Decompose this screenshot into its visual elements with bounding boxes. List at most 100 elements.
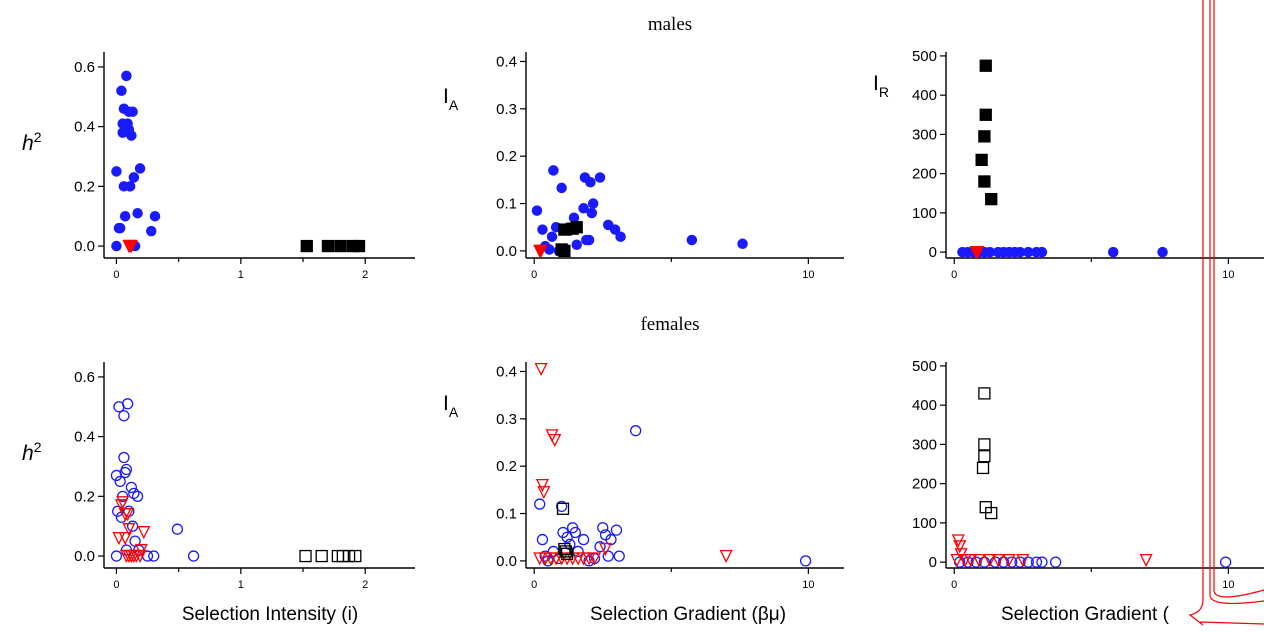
data-point-circle xyxy=(978,556,991,568)
data-point-square xyxy=(299,549,312,563)
y-tick-label: 0.0 xyxy=(74,548,95,565)
data-point-square xyxy=(979,59,992,72)
data-point-circle xyxy=(171,523,184,535)
x-tick-label: 0 xyxy=(951,269,957,281)
y-tick-label: 500 xyxy=(912,358,937,375)
data-point-triangle xyxy=(122,523,136,537)
data-point-circle xyxy=(1219,556,1232,568)
data-point-triangle xyxy=(116,496,130,510)
data-point-circle xyxy=(1036,246,1048,258)
red-curve-vertical-2 xyxy=(1209,0,1264,605)
data-point-circle xyxy=(569,526,581,539)
panel-males-h2: 0.0 0.2 0.4 0.6 0 1 2 xyxy=(74,52,415,281)
data-point-circle xyxy=(571,239,582,250)
y-tick-label: 400 xyxy=(912,397,937,414)
y-tick-label: 0.3 xyxy=(496,101,517,118)
data-point-square xyxy=(985,192,998,206)
data-point-circle xyxy=(1050,556,1062,568)
data-point-circle xyxy=(594,172,606,183)
y-tick-label: 0.2 xyxy=(496,458,517,475)
data-point-triangle xyxy=(1139,554,1153,568)
y-tick-label: 0.6 xyxy=(74,369,95,386)
data-point-triangle xyxy=(124,239,138,254)
y-tick-label: 300 xyxy=(912,436,937,453)
y-tick-label: 0.1 xyxy=(496,196,517,213)
data-point-triangle xyxy=(534,362,548,377)
data-point-circle xyxy=(1107,246,1119,258)
x-tick-label: 0 xyxy=(113,579,119,591)
y-tick-label: 300 xyxy=(912,126,937,143)
data-point-square xyxy=(321,239,335,253)
x-tick-label: 10 xyxy=(802,579,814,591)
data-point-triangle xyxy=(137,526,151,540)
y-tick-label: 0.6 xyxy=(74,59,95,76)
panel-males-IR: 0 100 200 300 400 500 0 10 xyxy=(912,48,1264,281)
data-point-triangle xyxy=(577,552,591,566)
data-point-circle xyxy=(597,522,609,534)
y-tick-label: 0.2 xyxy=(74,488,95,505)
y-tick-label: 0.2 xyxy=(74,178,95,195)
data-point-circle xyxy=(149,210,161,222)
data-point-triangle xyxy=(953,540,967,554)
data-point-circle xyxy=(556,182,567,194)
data-point-triangle xyxy=(972,554,986,568)
data-point-circle xyxy=(127,106,138,117)
data-point-circle xyxy=(119,210,131,222)
panel-females-h2: 0.0 0.2 0.4 0.6 0 1 2 xyxy=(74,362,415,591)
y-tick-label: 0.0 xyxy=(496,243,517,260)
ylabel-IA-males: IA xyxy=(443,85,459,113)
data-point-circle xyxy=(125,481,138,494)
panel-females-IR: 0 100 200 300 400 500 0 10 xyxy=(912,358,1264,591)
data-point-triangle xyxy=(134,543,148,558)
ylabel-IA-females: IA xyxy=(443,392,459,420)
data-point-circle xyxy=(114,475,126,488)
data-point-circle xyxy=(587,198,599,209)
data-point-square xyxy=(342,549,356,563)
data-point-square xyxy=(349,549,362,563)
data-point-square xyxy=(978,450,991,463)
y-axis-titles: h2 IA IR h2 IA xyxy=(22,72,889,465)
data-point-triangle xyxy=(964,554,978,568)
red-curve-vertical-3 xyxy=(1213,0,1264,598)
y-tick-label: 200 xyxy=(912,166,937,183)
xlabel-selection-gradient-truncated: Selection Gradient ( xyxy=(1001,604,1170,625)
data-point-circle xyxy=(531,205,543,216)
data-point-circle xyxy=(630,425,642,437)
panel-males-IA: 0.0 0.1 0.2 0.3 0.4 0 10 xyxy=(496,52,844,281)
data-point-circle xyxy=(110,550,123,562)
data-point-square xyxy=(556,502,570,515)
data-point-circle xyxy=(615,231,626,242)
data-point-circle xyxy=(555,500,568,513)
data-point-circle xyxy=(602,550,614,562)
ylabel-IR-males: IR xyxy=(873,72,889,100)
y-tick-label: 0.4 xyxy=(496,363,517,380)
data-point-circle xyxy=(583,555,595,567)
data-point-square xyxy=(570,221,583,234)
data-point-triangle xyxy=(587,552,602,566)
data-point-triangle xyxy=(950,554,964,568)
y-tick-label: 0.1 xyxy=(496,506,517,523)
data-point-circle xyxy=(114,222,126,234)
data-point-circle xyxy=(572,545,584,558)
xlabel-selection-intensity: Selection Intensity (i) xyxy=(182,604,358,625)
y-tick-label: 0.0 xyxy=(74,238,95,255)
x-tick-label: 1 xyxy=(238,269,244,281)
y-tick-label: 100 xyxy=(912,205,937,222)
data-point-square xyxy=(978,438,991,451)
data-point-circle xyxy=(613,550,625,562)
data-point-circle xyxy=(686,234,698,246)
data-point-triangle xyxy=(1002,554,1016,568)
data-point-square xyxy=(978,175,991,188)
data-point-square xyxy=(976,461,990,475)
data-point-triangle xyxy=(970,245,985,260)
data-point-triangle xyxy=(598,542,613,557)
data-point-circle xyxy=(799,555,812,567)
data-point-triangle xyxy=(991,554,1005,568)
data-point-triangle xyxy=(535,478,550,493)
data-point-triangle xyxy=(534,244,548,258)
data-point-circle xyxy=(111,166,122,177)
red-curve-horizontal xyxy=(1199,621,1264,625)
x-tick-label: 2 xyxy=(362,579,368,591)
data-point-square xyxy=(560,547,574,560)
